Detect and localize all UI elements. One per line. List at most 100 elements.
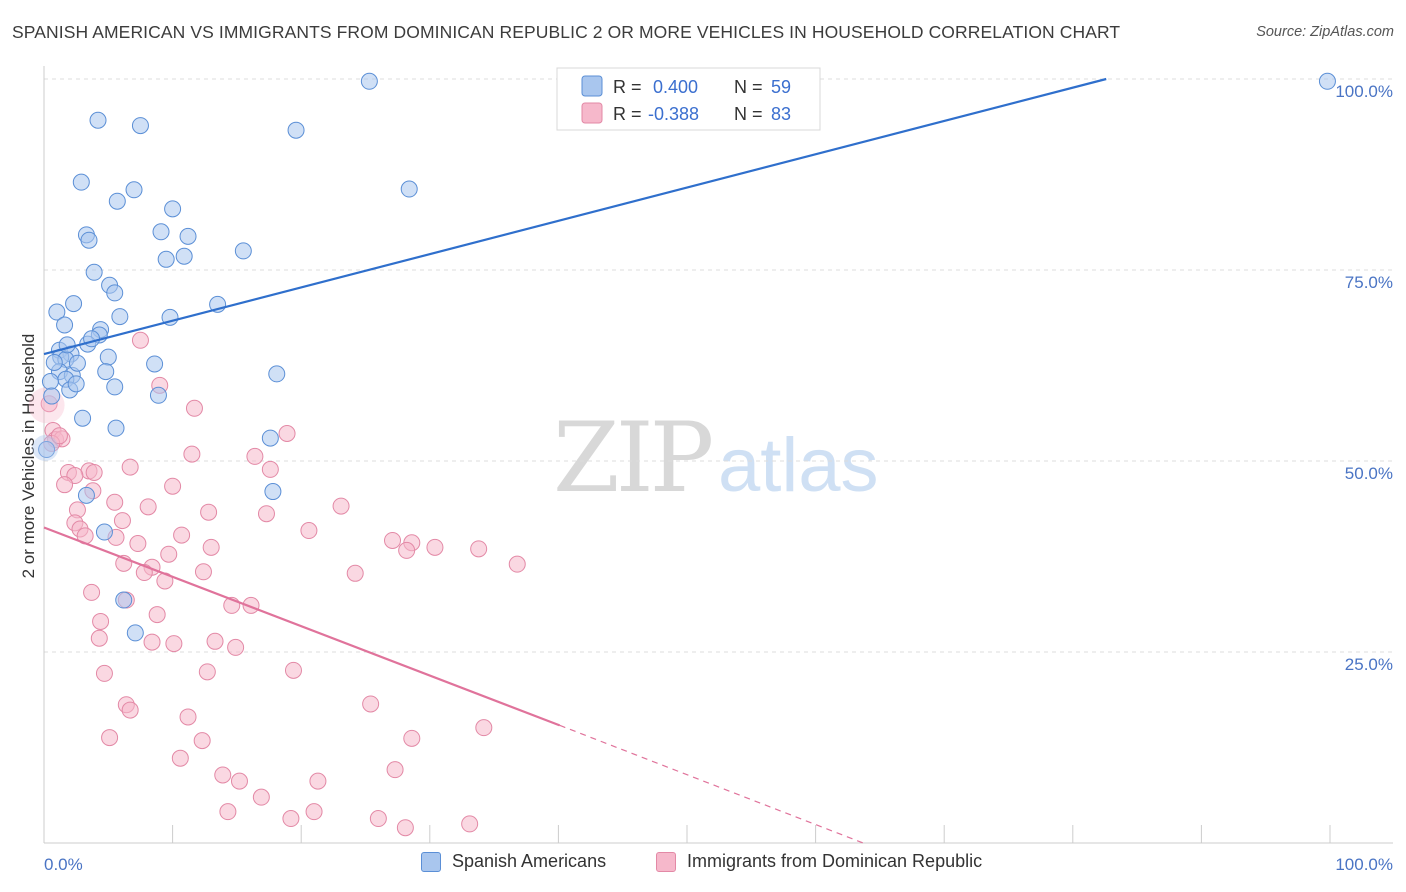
dominican-point-39 <box>160 545 178 563</box>
spanish-american-point-19 <box>106 284 124 302</box>
legend-n-label-2: N = <box>734 104 763 124</box>
spanish-american-point-53 <box>68 354 86 372</box>
spanish-american-point-51 <box>115 591 133 609</box>
spanish-american-point-25 <box>56 316 74 334</box>
dominican-point-10 <box>246 447 264 465</box>
legend-swatch-blue <box>581 75 603 97</box>
dominican-point-62 <box>362 695 380 713</box>
spanish-american-point-7 <box>400 180 418 198</box>
dominican-point-36 <box>426 538 444 556</box>
spanish-american-point-58 <box>67 375 85 393</box>
dominican-point-40 <box>508 555 526 573</box>
chart-title: SPANISH AMERICAN VS IMMIGRANTS FROM DOMI… <box>12 22 1121 42</box>
spanish-american-point-15 <box>175 247 193 265</box>
legend-n-value-2: 83 <box>771 104 791 124</box>
dominican-point-38 <box>470 540 488 558</box>
y-axis-tick-labels: 100.0% 75.0% 50.0% 25.0% <box>1335 82 1393 674</box>
spanish-american-point-43 <box>43 387 61 405</box>
dominican-point-19 <box>106 493 124 511</box>
dominican-point-21 <box>139 498 157 516</box>
x-axis-tick-labels: 0.0% 100.0% <box>44 855 1393 874</box>
legend-item-spanish-americans: Spanish Americans <box>421 851 606 872</box>
dominican-point-25 <box>113 512 131 530</box>
spanish-american-trend-line <box>43 77 1107 356</box>
dominican-point-67 <box>193 732 211 750</box>
dominican-point-68 <box>403 729 421 747</box>
dominican-point-4 <box>278 424 296 442</box>
y-tick-label-25: 25.0% <box>1345 655 1393 674</box>
legend-swatch-spanish-americans <box>421 851 441 872</box>
spanish-american-point-37 <box>268 365 286 383</box>
dominican-point-80 <box>396 819 414 837</box>
watermark: ZIP atlas <box>553 402 879 514</box>
spanish-american-point-46 <box>261 429 279 447</box>
legend-swatch-dominican <box>656 851 676 872</box>
correlation-legend: R = 0.400 N = 59 R = -0.388 N = 83 <box>556 67 821 131</box>
dominican-point-43 <box>194 563 212 581</box>
spanish-american-point-16 <box>157 250 175 268</box>
spanish-american-point-4 <box>287 121 305 139</box>
legend-r-label-1: R = <box>613 77 642 97</box>
y-axis-label: 2 or more Vehicles in Household <box>19 334 38 579</box>
dominican-point-20 <box>332 497 350 515</box>
dominican-point-71 <box>214 766 232 784</box>
spanish-american-point-8 <box>108 192 126 210</box>
dominican-point-52 <box>92 612 110 630</box>
dominican-point-3 <box>185 399 203 417</box>
y-tick-label-50: 50.0% <box>1345 464 1393 483</box>
spanish-american-point-0 <box>360 72 378 90</box>
legend-item-dominican: Immigrants from Dominican Republic <box>656 851 982 872</box>
spanish-american-point-50 <box>95 523 113 541</box>
legend-label-dominican: Immigrants from Dominican Republic <box>687 851 983 871</box>
dominican-point-53 <box>90 629 108 647</box>
spanish-american-point-33 <box>99 348 117 366</box>
dominican-point-17 <box>164 477 182 495</box>
spanish-american-point-45 <box>107 419 125 437</box>
dominican-point-32 <box>129 535 147 553</box>
spanish-american-point-9 <box>164 200 182 218</box>
dominican-point-58 <box>95 664 113 682</box>
legend-label-spanish-americans: Spanish Americans <box>452 851 607 871</box>
watermark-atlas: atlas <box>718 423 879 508</box>
dominican-point-63 <box>121 701 139 719</box>
legend-r-label-2: R = <box>613 104 642 124</box>
trend-lines <box>43 77 1107 844</box>
spanish-american-point-52 <box>126 624 144 642</box>
x-tick-label-min: 0.0% <box>44 855 83 874</box>
spanish-american-point-39 <box>41 373 59 391</box>
dominican-point-11 <box>121 458 139 476</box>
dominican-point-57 <box>227 638 245 656</box>
dominican-point-78 <box>369 810 387 828</box>
spanish-american-point-34 <box>146 355 164 373</box>
legend-r-value-2: -0.388 <box>648 104 699 124</box>
dominican-point-23 <box>200 503 218 521</box>
dominican-point-33 <box>384 531 402 549</box>
spanish-american-point-12 <box>152 223 170 241</box>
spanish-american-point-42 <box>149 386 167 404</box>
dominican-point-30 <box>173 526 191 544</box>
dominican-point-81 <box>50 427 68 445</box>
spanish-american-point-1 <box>1318 72 1336 90</box>
spanish-american-point-44 <box>74 409 92 427</box>
dominican-point-51 <box>148 606 166 624</box>
spanish-american-point-13 <box>179 227 197 245</box>
dominican-point-9 <box>183 445 201 463</box>
spanish-american-point-40 <box>106 378 124 396</box>
dominican-points <box>28 331 526 837</box>
legend-swatch-pink <box>581 102 603 124</box>
dominican-point-77 <box>282 810 300 828</box>
spanish-american-point-17 <box>85 263 103 281</box>
dominican-point-64 <box>179 708 197 726</box>
spanish-american-point-22 <box>48 303 66 321</box>
dominican-trend-line <box>43 526 561 727</box>
dominican-point-74 <box>252 788 270 806</box>
dominican-point-16 <box>56 476 74 494</box>
dominican-point-24 <box>257 505 275 523</box>
y-tick-label-100: 100.0% <box>1335 82 1393 101</box>
dominican-point-75 <box>219 803 237 821</box>
dominican-point-60 <box>284 661 302 679</box>
legend-n-label-1: N = <box>734 77 763 97</box>
dominican-point-37 <box>398 541 416 559</box>
spanish-american-point-55 <box>83 330 101 348</box>
